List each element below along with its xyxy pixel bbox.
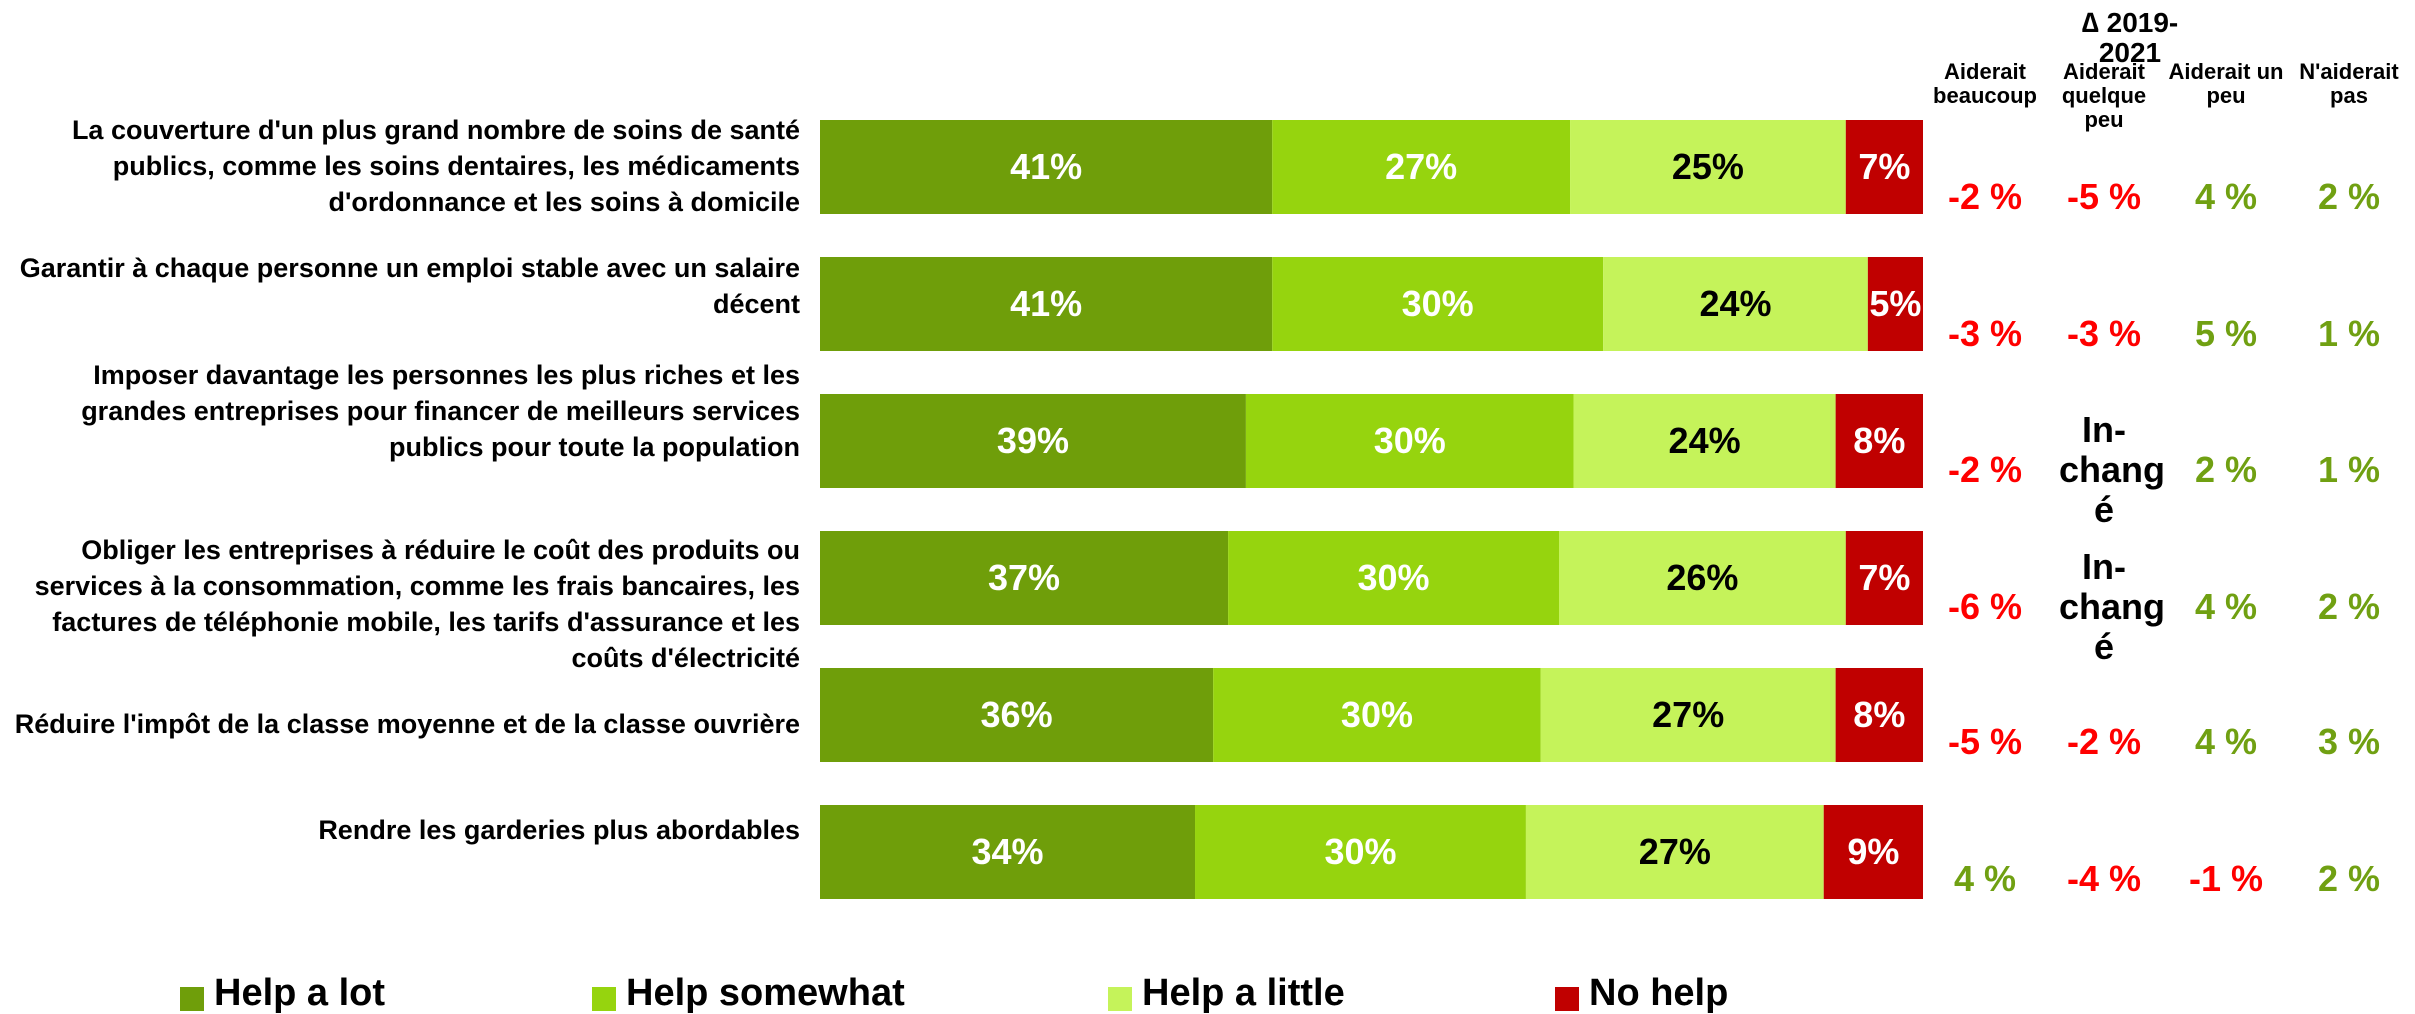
category-label-6: Rendre les garderies plus abordables — [318, 815, 800, 845]
bar-segment-help-a-lot-row-6 — [820, 805, 1196, 899]
delta-cell-row-5-col-4: 3 % — [2317, 721, 2381, 762]
data-label-help-somewhat-row-6: 30% — [1324, 831, 1396, 872]
data-label-help-a-little-row-4: 26% — [1666, 557, 1738, 598]
bar-segment-help-a-little-row-2 — [1603, 257, 1868, 351]
data-label-no-help-row-2: 5% — [1869, 283, 1921, 324]
data-label-help-a-lot-row-2: 41% — [1010, 283, 1082, 324]
bar-segment-help-a-little-row-5 — [1540, 668, 1836, 762]
delta-column-header-3: Aiderait un peu — [2168, 59, 2284, 108]
category-label-5: Réduire l'impôt de la classe moyenne et … — [14, 709, 800, 739]
legend-swatch — [180, 987, 204, 1011]
data-label-help-a-little-row-5: 27% — [1652, 694, 1724, 735]
bar-segment-help-somewhat-row-1 — [1272, 120, 1571, 214]
bar-segment-no-help-row-4 — [1845, 531, 1923, 625]
bar-segment-help-a-lot-row-2 — [820, 257, 1273, 351]
data-label-help-a-little-row-2: 24% — [1699, 283, 1771, 324]
data-label-help-a-little-row-1: 25% — [1672, 146, 1744, 187]
category-label-1: La couverture d'un plus grand nombre de … — [71, 115, 800, 217]
bar-segment-help-a-lot-row-4 — [820, 531, 1229, 625]
delta-column-header-2: Aiderait quelque peu — [2061, 59, 2147, 132]
delta-cell-row-4-col-1: -6 % — [1947, 586, 2023, 627]
bar-segment-help-a-little-row-1 — [1570, 120, 1846, 214]
data-label-help-somewhat-row-3: 30% — [1374, 420, 1446, 461]
legend-swatch — [1555, 987, 1579, 1011]
delta-cell-row-5-col-2: -2 % — [2066, 721, 2142, 762]
bar-segment-help-a-lot-row-5 — [820, 668, 1214, 762]
bar-segment-help-a-little-row-6 — [1525, 805, 1824, 899]
delta-cell-row-1-col-3: 4 % — [2194, 176, 2258, 217]
delta-cell-row-6-col-3: -1 % — [2188, 858, 2264, 899]
bar-segment-no-help-row-1 — [1845, 120, 1923, 214]
data-label-help-a-lot-row-3: 39% — [997, 420, 1069, 461]
delta-cell-row-1-col-4: 2 % — [2317, 176, 2381, 217]
category-label-2: Garantir à chaque personne un emploi sta… — [19, 253, 800, 319]
delta-cell-row-1-col-2: -5 % — [2066, 176, 2142, 217]
delta-cell-row-5-col-1: -5 % — [1947, 721, 2023, 762]
data-label-help-somewhat-row-5: 30% — [1341, 694, 1413, 735]
bar-segment-help-somewhat-row-3 — [1245, 394, 1574, 488]
bar-segment-help-somewhat-row-6 — [1195, 805, 1526, 899]
data-label-help-a-lot-row-1: 41% — [1010, 146, 1082, 187]
delta-cell-row-6-col-1: 4 % — [1953, 858, 2017, 899]
delta-cell-row-2-col-3: 5 % — [2194, 313, 2258, 354]
bar-segment-no-help-row-6 — [1823, 805, 1923, 899]
data-label-help-a-lot-row-6: 34% — [971, 831, 1043, 872]
bar-segment-help-somewhat-row-2 — [1272, 257, 1604, 351]
bar-segment-help-somewhat-row-5 — [1213, 668, 1541, 762]
delta-cell-row-6-col-2: -4 % — [2066, 858, 2142, 899]
bar-segment-no-help-row-5 — [1835, 668, 1923, 762]
delta-cell-row-4-col-2: In-chang é — [2059, 546, 2166, 667]
category-label-4: Obliger les entreprises à réduire le coû… — [34, 535, 800, 673]
data-label-no-help-row-3: 8% — [1853, 420, 1905, 461]
delta-cell-row-4-col-3: 4 % — [2194, 586, 2258, 627]
legend-label: Help somewhat — [626, 972, 905, 1014]
delta-cell-row-3-col-2: In-chang é — [2059, 409, 2166, 530]
legend-swatch — [592, 987, 616, 1011]
delta-table-title: ∆ 2019-2021 — [2081, 7, 2179, 68]
bar-segment-no-help-row-2 — [1867, 257, 1923, 351]
data-label-help-somewhat-row-1: 27% — [1385, 146, 1457, 187]
bar-segment-help-a-little-row-3 — [1573, 394, 1836, 488]
bar-segment-help-somewhat-row-4 — [1228, 531, 1560, 625]
data-label-help-somewhat-row-2: 30% — [1402, 283, 1474, 324]
data-label-help-a-lot-row-4: 37% — [988, 557, 1060, 598]
bar-segment-help-a-lot-row-1 — [820, 120, 1273, 214]
delta-cell-row-2-col-1: -3 % — [1947, 313, 2023, 354]
legend-label: Help a little — [1142, 972, 1345, 1014]
data-label-no-help-row-1: 7% — [1858, 146, 1910, 187]
delta-cell-row-1-col-1: -2 % — [1947, 176, 2023, 217]
data-label-help-a-little-row-6: 27% — [1639, 831, 1711, 872]
delta-cell-row-6-col-4: 2 % — [2317, 858, 2381, 899]
delta-column-header-4: N'aiderait pas — [2299, 59, 2399, 108]
bar-segment-help-a-lot-row-3 — [820, 394, 1246, 488]
delta-cell-row-5-col-3: 4 % — [2194, 721, 2258, 762]
delta-cell-row-2-col-4: 1 % — [2317, 313, 2381, 354]
data-label-no-help-row-6: 9% — [1847, 831, 1899, 872]
legend-label: Help a lot — [214, 972, 386, 1014]
delta-cell-row-4-col-4: 2 % — [2317, 586, 2381, 627]
delta-cell-row-3-col-3: 2 % — [2194, 449, 2258, 490]
data-label-help-somewhat-row-4: 30% — [1358, 557, 1430, 598]
delta-cell-row-3-col-1: -2 % — [1947, 449, 2023, 490]
bar-segment-no-help-row-3 — [1835, 394, 1923, 488]
data-label-no-help-row-4: 7% — [1858, 557, 1910, 598]
delta-cell-row-2-col-2: -3 % — [2066, 313, 2142, 354]
data-label-help-a-little-row-3: 24% — [1669, 420, 1741, 461]
data-label-help-a-lot-row-5: 36% — [981, 694, 1053, 735]
delta-cell-row-3-col-4: 1 % — [2317, 449, 2381, 490]
data-label-no-help-row-5: 8% — [1853, 694, 1905, 735]
legend-label: No help — [1589, 972, 1729, 1014]
category-label-3: Imposer davantage les personnes les plus… — [81, 360, 800, 462]
bar-segment-help-a-little-row-4 — [1559, 531, 1846, 625]
delta-column-header-1: Aiderait beaucoup — [1933, 59, 2037, 108]
legend-swatch — [1108, 987, 1132, 1011]
